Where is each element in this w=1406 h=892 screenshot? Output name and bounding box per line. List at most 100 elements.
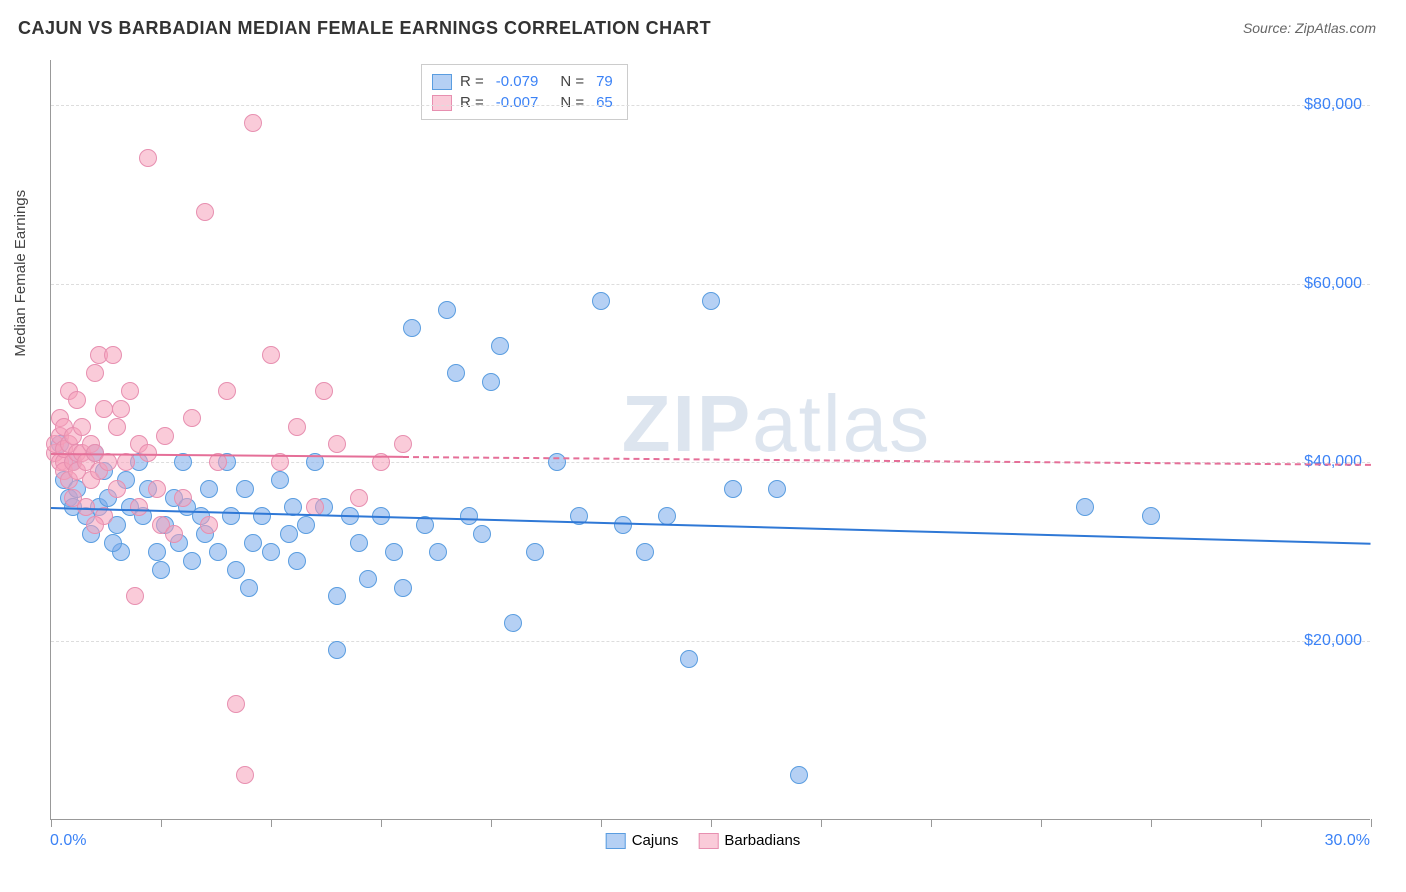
data-point [200,480,218,498]
data-point [112,400,130,418]
series-legend: Cajuns Barbadians [606,832,801,849]
data-point [218,382,236,400]
data-point [108,480,126,498]
data-point [394,579,412,597]
x-axis-end-label: 30.0% [1325,832,1370,850]
x-tick [381,819,382,827]
data-point [473,525,491,543]
y-tick-label: $40,000 [1304,453,1362,471]
data-point [438,301,456,319]
data-point [350,489,368,507]
correlation-legend: R =-0.079N =79R =-0.007N =65 [421,64,628,120]
data-point [350,534,368,552]
data-point [108,418,126,436]
data-point [315,382,333,400]
data-point [117,453,135,471]
x-tick [931,819,932,827]
data-point [236,480,254,498]
x-tick [1151,819,1152,827]
x-tick [711,819,712,827]
gridline [51,105,1370,106]
legend-label: Barbadians [724,832,800,849]
data-point [288,552,306,570]
data-point [95,400,113,418]
data-point [658,507,676,525]
data-point [126,587,144,605]
data-point [148,480,166,498]
data-point [200,516,218,534]
gridline [51,284,1370,285]
data-point [139,149,157,167]
x-tick [491,819,492,827]
data-point [99,453,117,471]
data-point [1142,507,1160,525]
y-axis-label: Median Female Earnings [12,190,29,357]
data-point [724,480,742,498]
data-point [196,203,214,221]
data-point [174,489,192,507]
data-point [86,364,104,382]
x-tick [1261,819,1262,827]
scatter-plot-area: ZIPatlas R =-0.079N =79R =-0.007N =65 $2… [50,60,1370,820]
data-point [790,766,808,784]
data-point [359,570,377,588]
x-axis-start-label: 0.0% [50,832,86,850]
legend-item: Barbadians [698,832,800,849]
data-point [702,292,720,310]
data-point [328,435,346,453]
data-point [104,346,122,364]
data-point [104,534,122,552]
watermark: ZIPatlas [622,378,931,470]
data-point [385,543,403,561]
x-tick [1371,819,1372,827]
data-point [253,507,271,525]
data-point [403,319,421,337]
data-point [227,561,245,579]
data-point [156,427,174,445]
y-tick-label: $60,000 [1304,275,1362,293]
data-point [86,516,104,534]
data-point [491,337,509,355]
data-point [240,579,258,597]
data-point [121,382,139,400]
data-point [768,480,786,498]
data-point [148,543,166,561]
x-tick [271,819,272,827]
legend-swatch [432,74,452,90]
data-point [1076,498,1094,516]
data-point [209,543,227,561]
y-tick-label: $20,000 [1304,632,1362,650]
data-point [614,516,632,534]
data-point [152,561,170,579]
data-point [183,552,201,570]
data-point [394,435,412,453]
legend-swatch [432,95,452,111]
data-point [222,507,240,525]
data-point [73,418,91,436]
chart-title: CAJUN VS BARBADIAN MEDIAN FEMALE EARNING… [18,18,711,39]
x-tick [51,819,52,827]
data-point [68,391,86,409]
legend-swatch [606,833,626,849]
data-point [526,543,544,561]
data-point [328,587,346,605]
legend-swatch [698,833,718,849]
y-tick-label: $80,000 [1304,96,1362,114]
data-point [183,409,201,427]
data-point [297,516,315,534]
data-point [288,418,306,436]
data-point [447,364,465,382]
x-tick [601,819,602,827]
source-attribution: Source: ZipAtlas.com [1243,20,1376,36]
data-point [548,453,566,471]
data-point [504,614,522,632]
data-point [236,766,254,784]
legend-row: R =-0.079N =79 [432,71,617,92]
x-tick [821,819,822,827]
data-point [262,346,280,364]
legend-label: Cajuns [632,832,679,849]
data-point [328,641,346,659]
legend-row: R =-0.007N =65 [432,92,617,113]
data-point [280,525,298,543]
data-point [244,534,262,552]
